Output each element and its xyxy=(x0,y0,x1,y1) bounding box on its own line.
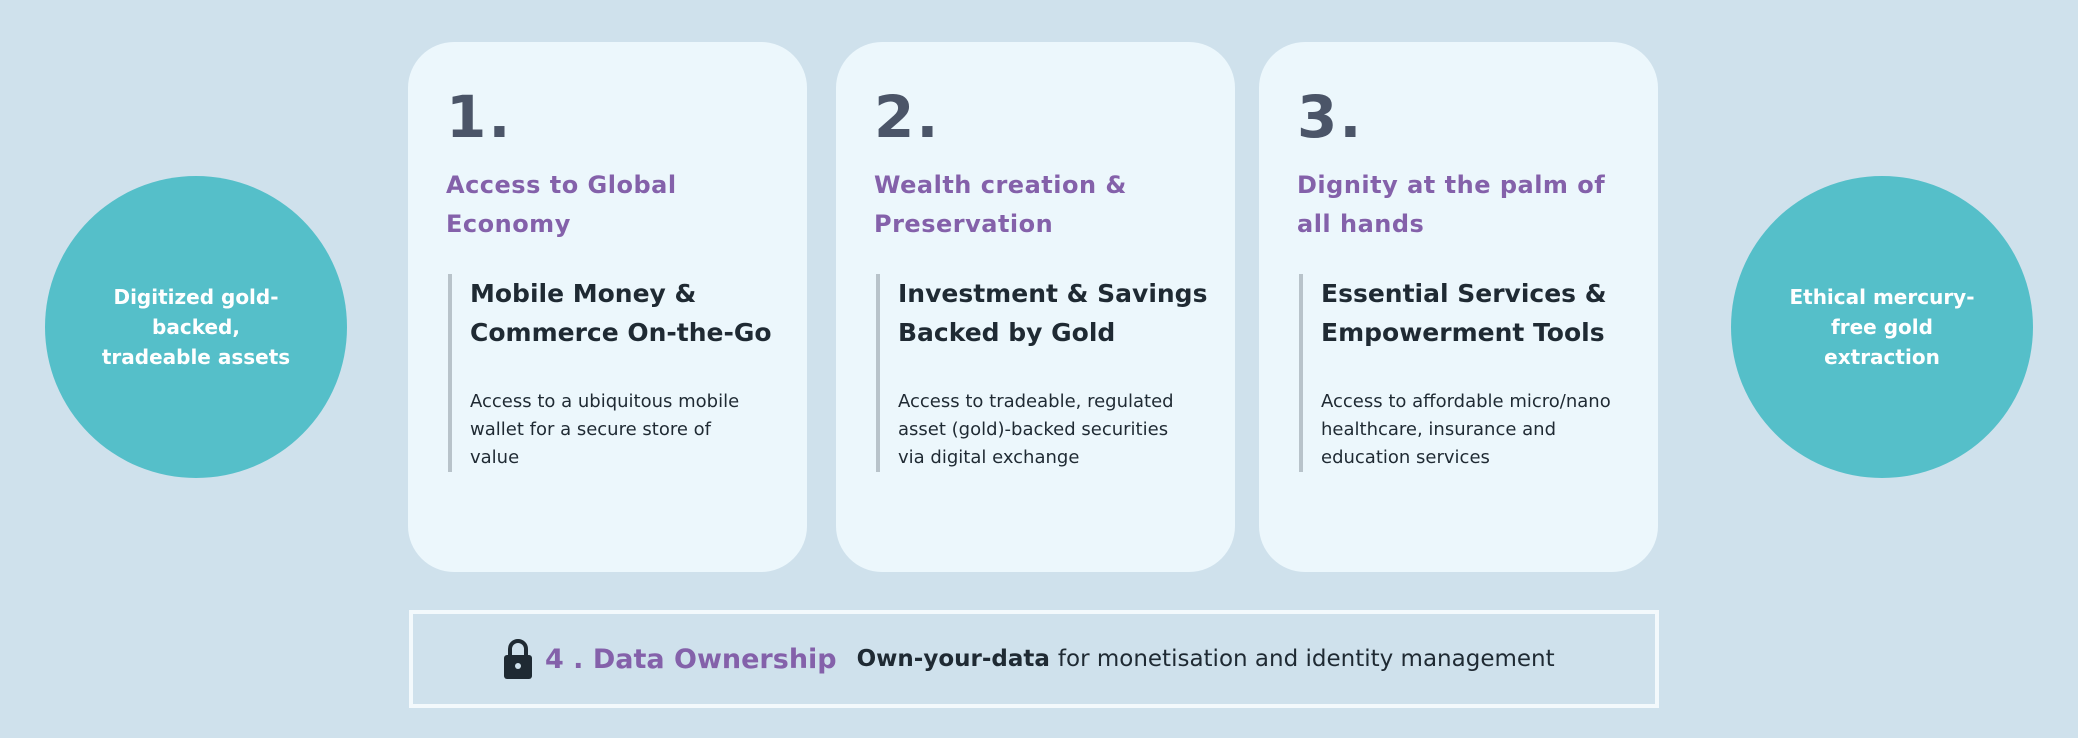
left-circle-text: Digitized gold-backed, tradeable assets xyxy=(101,285,291,369)
card-subtitle: Investment & Savings Backed by Gold xyxy=(898,279,1208,347)
card-content: Investment & Savings Backed by Gold Acce… xyxy=(876,274,1235,472)
right-circle: Ethical mercury-free gold extraction xyxy=(1731,176,2033,478)
left-circle: Digitized gold-backed, tradeable assets xyxy=(45,176,347,478)
lock-icon xyxy=(504,639,532,679)
card-number: 3. xyxy=(1297,83,1364,151)
card-subtitle: Essential Services & Empowerment Tools xyxy=(1321,279,1607,347)
data-ownership-emphasis: Own-your-data xyxy=(856,646,1050,672)
card-content: Essential Services & Empowerment Tools A… xyxy=(1299,274,1658,472)
card-3: 3. Dignity at the palm of all hands Esse… xyxy=(1259,42,1658,572)
card-1: 1. Access to Global Economy Mobile Money… xyxy=(408,42,807,572)
card-content: Mobile Money & Commerce On-the-Go Access… xyxy=(448,274,807,472)
data-ownership-title: 4 . Data Ownership xyxy=(545,643,837,675)
data-ownership-text: for monetisation and identity management xyxy=(1057,646,1555,672)
card-title: Dignity at the palm of all hands xyxy=(1297,171,1606,238)
right-circle-text: Ethical mercury-free gold extraction xyxy=(1789,285,1975,369)
data-ownership-banner: 4 . Data Ownership Own-your-data for mon… xyxy=(409,610,1659,708)
card-body: Access to affordable micro/nano healthca… xyxy=(1321,391,1611,468)
card-2: 2. Wealth creation & Preservation Invest… xyxy=(836,42,1235,572)
card-title: Wealth creation & Preservation xyxy=(874,171,1127,238)
card-body: Access to tradeable, regulated asset (go… xyxy=(898,391,1174,468)
card-title: Access to Global Economy xyxy=(446,171,677,238)
card-number: 2. xyxy=(874,83,941,151)
card-number: 1. xyxy=(446,83,513,151)
card-subtitle: Mobile Money & Commerce On-the-Go xyxy=(470,279,772,347)
card-body: Access to a ubiquitous mobile wallet for… xyxy=(470,391,740,468)
